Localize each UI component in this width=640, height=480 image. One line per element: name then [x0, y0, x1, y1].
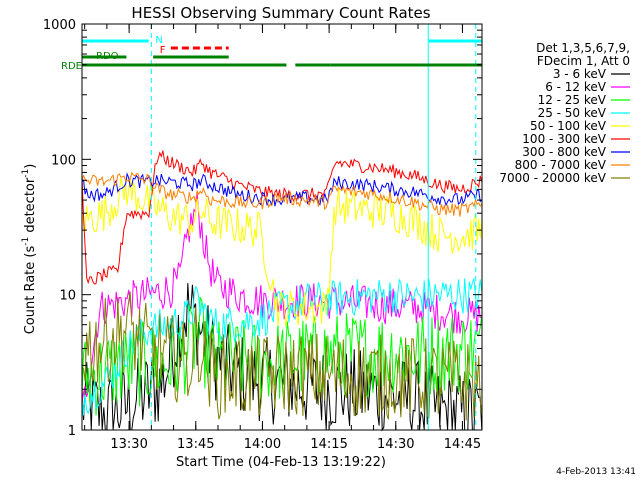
legend-label-5: 100 - 300 keV: [522, 132, 606, 146]
series-line-2: [81, 296, 483, 416]
chart-title: HESSI Observing Summary Count Rates: [131, 4, 430, 22]
ylabel-main: Count Rate (s: [23, 246, 38, 335]
annotation-label-rdo: RDO: [96, 51, 119, 62]
legend-label-6: 300 - 800 keV: [522, 145, 606, 159]
legend-label-3: 25 - 50 keV: [538, 106, 607, 120]
legend-label-4: 50 - 100 keV: [530, 119, 607, 133]
legend-label-7: 800 - 7000 keV: [515, 158, 607, 172]
annotation-label-n: N: [155, 35, 162, 46]
series-line-4: [81, 177, 483, 327]
ylabel-sup2: -1: [21, 169, 31, 178]
y-tick-label-0: 1: [68, 424, 76, 439]
svg-text:Count Rate (s-1 detector-1): Count Rate (s-1 detector-1): [21, 164, 38, 335]
ylabel-sup1: -1: [21, 237, 31, 246]
series-line-7: [81, 171, 483, 217]
ylabel-mid: detector: [23, 177, 38, 237]
series-line-8: [81, 291, 483, 421]
legend-header-1: Det 1,3,5,6,7,9,: [536, 41, 630, 55]
footer-timestamp: 4-Feb-2013 13:41: [556, 467, 636, 477]
x-tick-label-1: 13:45: [177, 437, 214, 452]
legend: Det 1,3,5,6,7,9, FDecim 1, Att 0 3 - 6 k…: [499, 41, 630, 185]
x-tick-label-4: 14:30: [377, 437, 414, 452]
series-line-5: [81, 150, 483, 285]
legend-label-8: 7000 - 20000 keV: [499, 171, 606, 185]
legend-header-2: FDecim 1, Att 0: [537, 54, 630, 68]
legend-label-1: 6 - 12 keV: [545, 80, 607, 94]
x-tick-label-0: 13:30: [110, 437, 147, 452]
y-tick-label-2: 100: [51, 153, 76, 168]
series-line-3: [81, 277, 483, 416]
annotation-label-rde: RDE: [61, 61, 82, 72]
y-tick-label-3: 1000: [43, 18, 76, 33]
y-axis-label: Count Rate (s-1 detector-1): [21, 164, 38, 335]
x-tick-label-2: 14:00: [244, 437, 281, 452]
x-tick-label-3: 14:15: [310, 437, 347, 452]
plot-frame: [81, 23, 483, 431]
ylabel-end: ): [23, 164, 38, 169]
y-tick-label-1: 10: [59, 289, 76, 304]
annotation-label-f: F: [160, 45, 166, 56]
x-tick-label-5: 14:45: [444, 437, 481, 452]
legend-label-2: 12 - 25 keV: [538, 93, 607, 107]
x-axis-label: Start Time (04-Feb-13 13:19:22): [176, 455, 386, 470]
legend-label-0: 3 - 6 keV: [553, 67, 607, 81]
plot-area: RDO RDE FN 1 10 100 1000 13:30 13:45 14:00 14:15 14…: [43, 18, 483, 452]
